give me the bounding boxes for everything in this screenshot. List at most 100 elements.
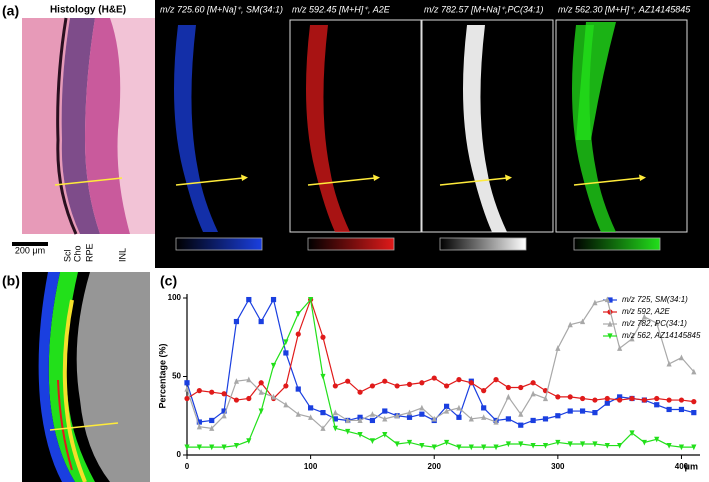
layer-label: RPE xyxy=(84,243,94,262)
marker xyxy=(357,389,363,395)
marker xyxy=(246,296,252,303)
marker xyxy=(394,441,400,448)
marker xyxy=(481,414,487,420)
ms-background xyxy=(155,0,709,268)
marker xyxy=(493,377,499,383)
ms-arrow xyxy=(439,177,508,186)
marker xyxy=(691,444,697,451)
histology-image xyxy=(22,17,155,235)
legend-label: m/z 562, AZ14145845 xyxy=(622,331,701,340)
histology-title: Histology (H&E) xyxy=(50,5,126,16)
marker xyxy=(530,390,536,397)
ms-arrowhead xyxy=(241,174,248,181)
marker xyxy=(295,331,301,337)
panel-label: (a) xyxy=(2,3,19,19)
marker xyxy=(369,438,376,444)
marker xyxy=(320,410,326,416)
marker xyxy=(617,394,623,400)
ms-signal xyxy=(463,25,507,232)
marker xyxy=(184,380,190,386)
x-axis-label: μm xyxy=(684,461,698,471)
marker xyxy=(456,444,462,451)
marker xyxy=(468,444,474,451)
marker xyxy=(443,439,450,446)
marker xyxy=(233,378,240,384)
marker xyxy=(493,418,499,425)
marker xyxy=(382,408,388,414)
marker xyxy=(308,414,314,420)
marker xyxy=(357,417,363,424)
marker xyxy=(406,414,413,420)
marker xyxy=(691,399,697,405)
marker xyxy=(258,408,264,415)
marker xyxy=(196,419,202,425)
marker xyxy=(320,373,326,380)
marker xyxy=(481,405,487,411)
marker xyxy=(592,397,598,403)
marker xyxy=(604,400,610,406)
marker xyxy=(604,442,610,449)
ms-images: m/z 725.60 [M+Na]⁺, SM(34:1) m/z 592.45 [… xyxy=(160,4,691,251)
marker xyxy=(431,444,437,451)
marker xyxy=(629,430,635,437)
marker xyxy=(443,383,450,389)
marker xyxy=(641,313,647,320)
legend-marker xyxy=(607,320,613,327)
marker xyxy=(505,441,511,448)
marker xyxy=(567,408,573,414)
marker xyxy=(431,375,437,381)
marker xyxy=(443,407,450,414)
marker xyxy=(295,311,301,317)
marker xyxy=(567,441,573,448)
marker xyxy=(567,321,573,328)
marker xyxy=(555,345,561,351)
ms-arrow xyxy=(307,177,376,186)
panel-label: (c) xyxy=(160,273,177,289)
marker xyxy=(518,422,524,428)
marker xyxy=(184,395,190,402)
colorbar xyxy=(307,237,395,251)
layer-label: Scl xyxy=(62,249,72,262)
marker xyxy=(456,404,462,411)
ms-frame xyxy=(289,19,422,233)
marker xyxy=(209,389,215,395)
marker xyxy=(493,444,499,451)
marker xyxy=(233,397,240,403)
marker xyxy=(258,380,264,386)
marker xyxy=(579,395,586,402)
legend-marker xyxy=(607,297,613,303)
marker xyxy=(283,350,289,356)
marker xyxy=(295,386,301,392)
marker xyxy=(332,409,338,416)
marker xyxy=(468,380,474,386)
marker xyxy=(678,354,685,361)
marker xyxy=(283,383,289,389)
ms-title: m/z 562.30 [M+H]⁺, AZ14145845 xyxy=(558,4,691,14)
marker xyxy=(357,431,363,438)
series-line xyxy=(186,298,695,430)
overlay-image xyxy=(22,272,150,482)
marker xyxy=(221,444,227,451)
marker xyxy=(308,405,314,411)
x-tick-label: 300 xyxy=(551,462,565,471)
marker xyxy=(468,415,474,422)
marker xyxy=(258,318,264,325)
marker xyxy=(530,417,536,424)
marker xyxy=(567,394,573,400)
marker xyxy=(270,393,277,400)
marker xyxy=(345,417,351,424)
marker xyxy=(357,414,363,420)
marker xyxy=(283,339,289,346)
marker xyxy=(283,401,289,408)
marker xyxy=(332,425,338,432)
marker xyxy=(270,296,277,303)
marker xyxy=(604,296,610,303)
marker xyxy=(505,384,511,391)
ms-signal xyxy=(174,25,218,232)
colorbar xyxy=(573,237,661,251)
marker xyxy=(394,412,400,419)
marker xyxy=(443,403,450,409)
marker xyxy=(456,414,462,420)
marker xyxy=(481,388,487,394)
